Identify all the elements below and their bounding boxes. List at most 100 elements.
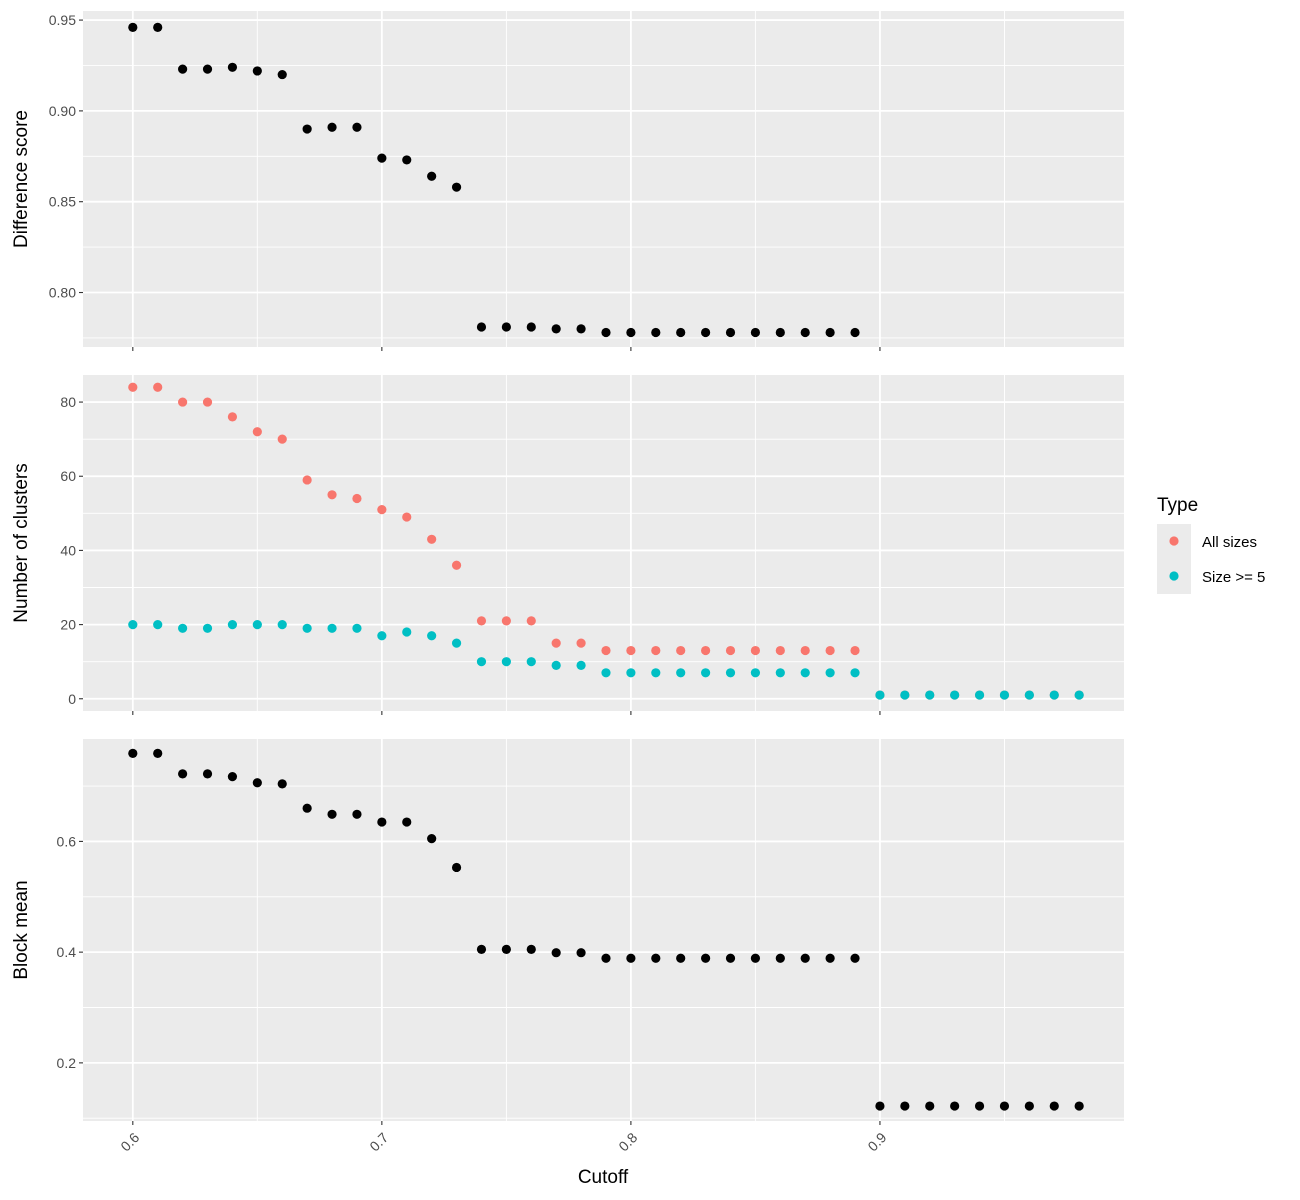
- data-point: [651, 668, 661, 678]
- data-point: [701, 668, 711, 678]
- legend-title: Type: [1157, 495, 1198, 516]
- data-point: [800, 327, 810, 338]
- data-point: [750, 645, 761, 656]
- data-point: [999, 690, 1010, 700]
- data-point: [178, 64, 188, 74]
- data-point: [128, 619, 138, 630]
- y-tick-label: 0.90: [49, 103, 76, 119]
- data-point: [476, 322, 487, 332]
- data-point: [178, 623, 188, 633]
- x-tick-label: 0.9: [864, 1129, 889, 1154]
- data-point: [676, 668, 686, 678]
- data-point: [327, 490, 337, 500]
- y-tick-label: 0.95: [49, 12, 76, 28]
- x-tick-label: 0.6: [117, 1129, 142, 1154]
- data-point: [153, 619, 163, 630]
- y-tick-label: 0.85: [49, 194, 76, 210]
- data-point: [800, 953, 810, 963]
- data-point: [775, 953, 785, 963]
- panel-background: [83, 739, 1124, 1121]
- data-point: [302, 124, 312, 134]
- data-point: [850, 953, 860, 963]
- data-point: [551, 948, 561, 958]
- data-point: [277, 619, 287, 630]
- data-point: [825, 953, 835, 963]
- data-point: [750, 953, 761, 963]
- data-point: [153, 382, 163, 392]
- y-tick-label: 0: [68, 691, 76, 707]
- data-point: [252, 66, 262, 76]
- data-point: [153, 748, 163, 758]
- legend-key: [1169, 571, 1179, 581]
- data-point: [551, 660, 561, 670]
- data-point: [1074, 690, 1084, 700]
- data-point: [277, 779, 287, 789]
- data-point: [402, 512, 412, 522]
- data-point: [277, 434, 287, 444]
- data-point: [451, 560, 462, 570]
- data-point: [676, 327, 686, 338]
- data-point: [950, 690, 960, 700]
- legend-key-background: [1157, 524, 1191, 594]
- data-point: [128, 382, 138, 392]
- data-point: [676, 953, 686, 963]
- x-tick-label: 0.7: [366, 1129, 391, 1154]
- panel-background: [83, 11, 1124, 347]
- y-axis-title: Number of clusters: [11, 463, 32, 622]
- data-point: [402, 627, 412, 637]
- data-point: [750, 327, 761, 338]
- data-point: [800, 668, 810, 678]
- data-point: [626, 327, 636, 338]
- data-point: [427, 631, 437, 641]
- data-point: [1049, 690, 1059, 700]
- data-point: [501, 322, 511, 332]
- data-point: [427, 834, 437, 844]
- data-point: [676, 645, 686, 656]
- data-point: [825, 327, 835, 338]
- data-point: [825, 645, 835, 656]
- data-point: [601, 668, 611, 678]
- data-point: [128, 748, 138, 758]
- data-point: [750, 668, 761, 678]
- data-point: [476, 657, 487, 667]
- data-point: [1049, 1101, 1059, 1111]
- data-point: [202, 397, 213, 407]
- data-point: [302, 803, 312, 813]
- series-1: [128, 382, 1084, 700]
- data-point: [252, 427, 262, 437]
- data-point: [202, 64, 213, 74]
- data-point: [501, 657, 511, 667]
- series-1: [128, 22, 860, 338]
- data-point: [526, 944, 536, 954]
- data-point: [277, 69, 287, 80]
- data-point: [775, 645, 785, 656]
- data-point: [950, 1101, 960, 1111]
- data-point: [725, 953, 736, 963]
- data-point: [800, 645, 810, 656]
- data-point: [377, 505, 387, 515]
- data-point: [377, 631, 387, 641]
- data-point: [626, 668, 636, 678]
- data-point: [302, 475, 312, 485]
- data-point: [875, 1101, 885, 1111]
- legend: Type All sizes Size >= 5: [1157, 495, 1265, 594]
- series-1: [128, 748, 1084, 1111]
- data-point: [352, 623, 362, 633]
- data-point: [651, 645, 661, 656]
- data-point: [900, 690, 910, 700]
- y-axis-title: Block mean: [11, 880, 32, 979]
- legend-label: All sizes: [1202, 534, 1257, 551]
- data-point: [427, 171, 437, 181]
- panel-3: 0.2 0.4 0.6 0.6 0.7 0.8 0.9 Block mean: [11, 739, 1124, 1154]
- data-point: [327, 623, 337, 633]
- legend-entries: All sizes Size >= 5: [1169, 534, 1265, 586]
- data-point: [526, 322, 536, 332]
- data-point: [551, 638, 561, 648]
- data-point: [402, 817, 412, 827]
- data-point: [576, 324, 586, 334]
- data-point: [377, 153, 387, 163]
- data-point: [576, 638, 586, 648]
- data-point: [427, 534, 437, 544]
- data-point: [775, 668, 785, 678]
